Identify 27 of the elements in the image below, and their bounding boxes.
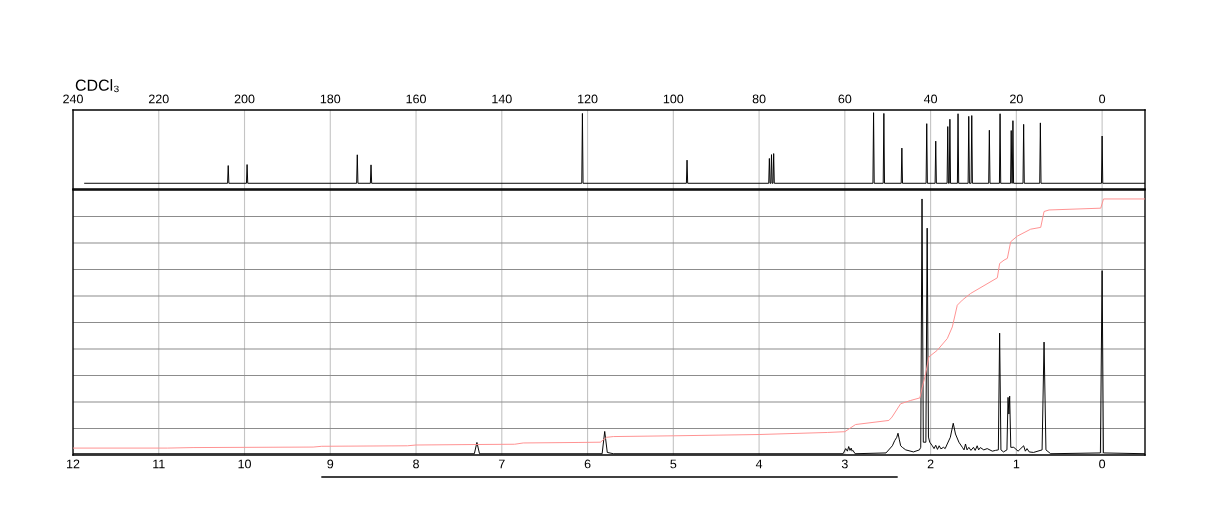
x-tick-label: 200 xyxy=(234,94,255,104)
x-tick-label: 7 xyxy=(498,459,505,469)
x-tick-label: 11 xyxy=(153,459,165,469)
x-tick-label: 1 xyxy=(1013,459,1020,469)
x-tick-label: 180 xyxy=(320,94,341,104)
x-tick-label: 4 xyxy=(755,459,763,469)
text: CDCl₃ xyxy=(75,79,119,93)
x-tick-label: 5 xyxy=(670,459,677,469)
x-tick-label: 2 xyxy=(927,459,934,469)
x-tick-label: 160 xyxy=(406,94,426,104)
x-tick-label: 0 xyxy=(1099,459,1106,469)
x-tick-label: 3 xyxy=(841,459,848,469)
x-tick-label: 6 xyxy=(584,459,591,469)
x-tick-label: 9 xyxy=(327,459,334,469)
x-tick-label: 120 xyxy=(578,94,598,104)
x-tick-label: 220 xyxy=(148,94,169,104)
x-tick-label: 12 xyxy=(67,459,80,469)
x-tick-label: 0 xyxy=(1099,94,1106,104)
x-tick-label: 60 xyxy=(838,94,852,104)
x-tick-label: 20 xyxy=(1010,94,1023,104)
x-tick-label: 40 xyxy=(923,94,938,104)
x-tick-label: 140 xyxy=(492,94,512,104)
x-tick-label: 100 xyxy=(663,94,684,104)
x-tick-label: 80 xyxy=(752,94,766,104)
x-tick-label: 8 xyxy=(413,459,419,469)
x-tick-label: 10 xyxy=(238,459,251,469)
x-tick-label: 240 xyxy=(63,94,83,104)
